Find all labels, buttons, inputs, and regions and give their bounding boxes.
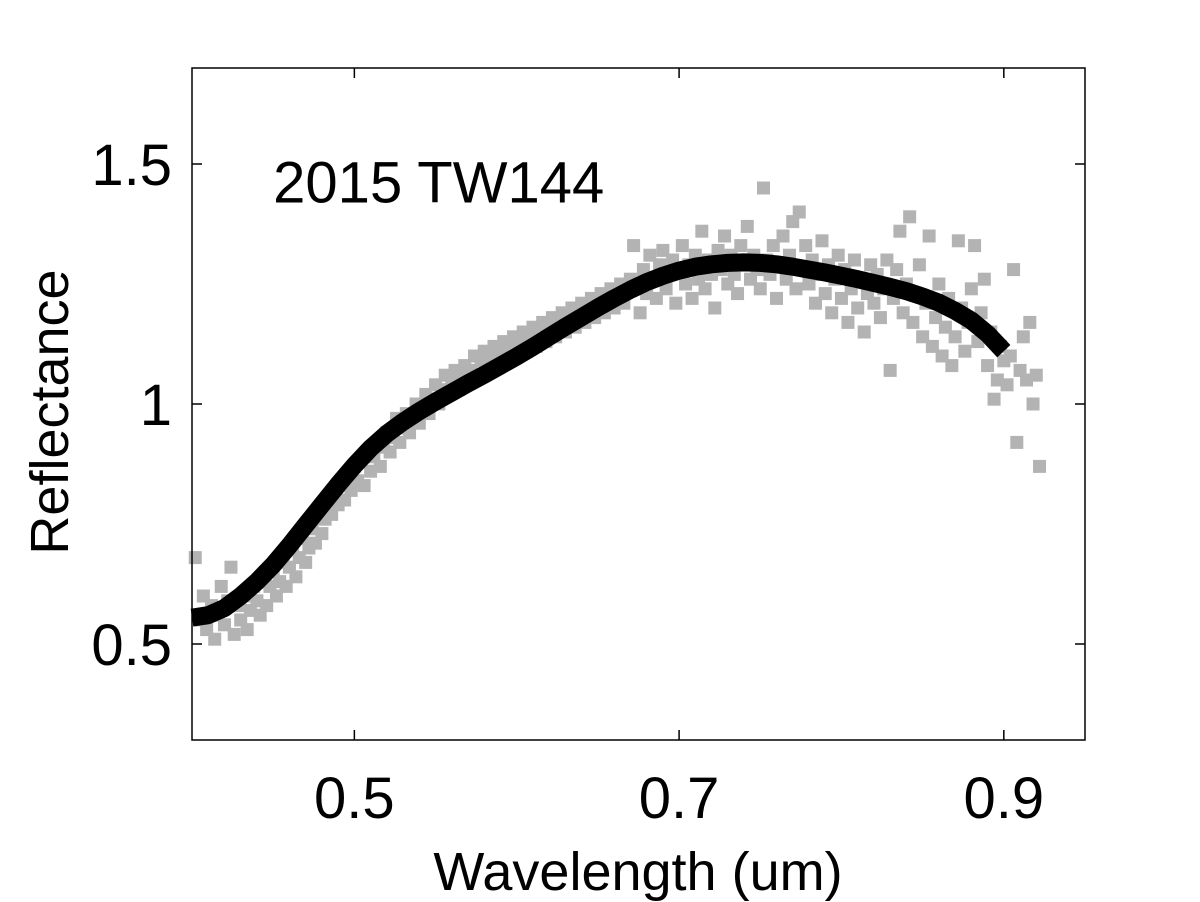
data-point [893, 224, 907, 238]
data-point [922, 229, 936, 243]
y-tick-label: 1.5 [91, 133, 172, 198]
data-point [659, 282, 673, 296]
data-point [851, 301, 865, 315]
data-point [968, 239, 982, 253]
x-ticks: 0.5 0.7 0.9 [314, 68, 1044, 831]
data-point [633, 306, 647, 320]
data-point [1029, 368, 1043, 382]
data-point [315, 527, 329, 541]
data-point [1023, 315, 1037, 329]
data-point [825, 306, 839, 320]
data-point [831, 248, 845, 262]
data-point [912, 258, 926, 272]
data-point [815, 234, 829, 248]
data-point [669, 296, 683, 310]
data-point [770, 291, 784, 305]
data-point [792, 205, 806, 219]
data-point [981, 359, 995, 373]
data-point [1000, 378, 1014, 392]
data-point [685, 291, 699, 305]
fit-curve [190, 253, 1011, 627]
data-point [1016, 330, 1030, 344]
data-point [208, 632, 222, 646]
data-point [753, 282, 767, 296]
data-point [1003, 349, 1017, 363]
fit-curve-layer [190, 253, 1011, 627]
data-point [948, 330, 962, 344]
data-point [818, 287, 832, 301]
data-point [890, 263, 904, 277]
data-point [675, 239, 689, 253]
data-point [299, 555, 313, 569]
data-point [847, 253, 861, 267]
data-point [224, 560, 238, 574]
data-point [932, 277, 946, 291]
data-point [373, 459, 387, 473]
scatter-points [188, 181, 1047, 646]
data-point [731, 287, 745, 301]
data-point [289, 570, 303, 584]
data-point [945, 359, 959, 373]
data-point [214, 579, 228, 593]
data-point [188, 551, 202, 565]
data-point [708, 301, 722, 315]
y-axis-label: Reflectance [20, 269, 80, 554]
data-point [1026, 397, 1040, 411]
data-point [799, 239, 813, 253]
data-point [776, 229, 790, 243]
data-point [627, 239, 641, 253]
data-point [873, 311, 887, 325]
y-tick-label: 1 [140, 373, 172, 438]
data-point [867, 296, 881, 310]
data-point [857, 325, 871, 339]
data-point [906, 315, 920, 329]
data-point [740, 219, 754, 233]
data-point [1007, 263, 1021, 277]
data-point [711, 243, 725, 257]
data-point [718, 229, 732, 243]
data-point [240, 623, 254, 637]
data-point [698, 282, 712, 296]
data-point [987, 392, 1001, 406]
annotation-object-name: 2015 TW144 [273, 150, 604, 215]
data-point [789, 282, 803, 296]
x-tick-label: 0.7 [639, 766, 720, 831]
data-point [903, 210, 917, 224]
data-point [951, 234, 965, 248]
data-point [679, 277, 693, 291]
y-ticks: 0.5 1 1.5 [91, 133, 1085, 678]
data-point [357, 479, 371, 493]
y-tick-label: 0.5 [91, 613, 172, 678]
data-point [958, 344, 972, 358]
data-point [1033, 459, 1047, 473]
data-point [695, 224, 709, 238]
x-tick-label: 0.9 [963, 766, 1044, 831]
data-point [1010, 435, 1024, 449]
data-point [841, 315, 855, 329]
data-point [734, 239, 748, 253]
x-axis-label: Wavelength (um) [433, 842, 842, 902]
data-point [964, 282, 978, 296]
data-point [883, 363, 897, 377]
data-point [977, 272, 991, 286]
data-point [227, 627, 241, 641]
data-point [757, 181, 771, 195]
x-tick-label: 0.5 [314, 766, 395, 831]
